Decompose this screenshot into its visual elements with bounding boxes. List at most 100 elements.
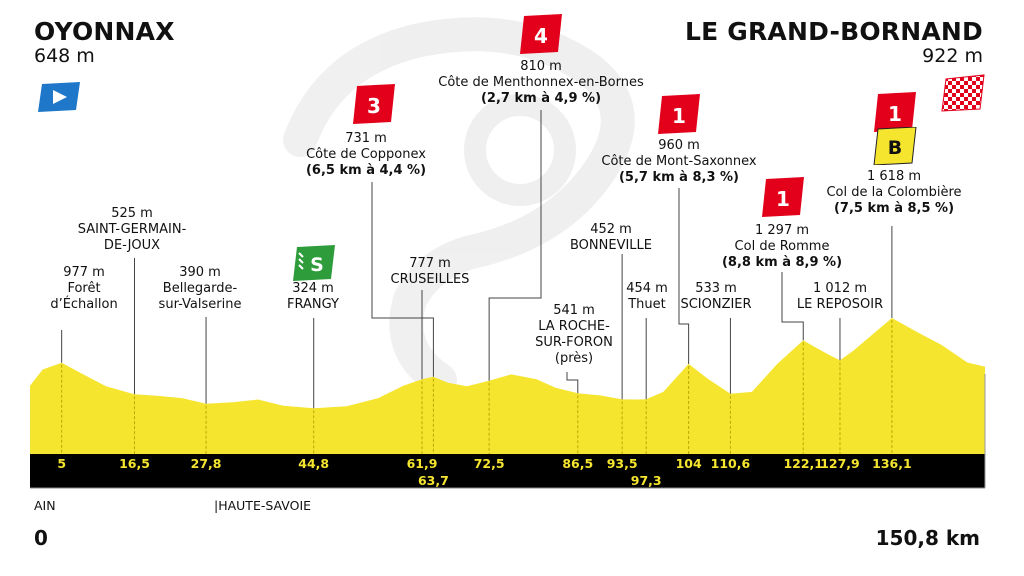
category-1-climb-badge: 1 [874,92,916,132]
place-name: BONNEVILLE [569,238,653,253]
kilometre-labels: 5 16,5 27,8 44,8 61,9 63,7 72,5 86,5 93,5 97,3 104… [57,456,911,488]
place-label-thuet: 454 m Thuet [626,281,668,313]
climb-name: Col de Romme [734,239,830,254]
place-label-foret-echallon: 977 m Forêt d’Échallon [50,265,117,313]
place-altitude: 777 m [409,256,451,271]
kilometre-label: 122,1 [783,456,823,471]
climb-category-label: 1 [776,187,790,211]
kilometre-label: 27,8 [191,456,222,471]
leader-lines [61,110,893,409]
place-altitude: 454 m [626,281,668,296]
place-altitude: 977 m [63,265,105,280]
place-label-la-roche-sur-foron: 541 m LA ROCHE- SUR-FORON (près) [535,303,613,367]
profile-area [30,318,985,454]
bonus-sprint-badge: B [873,127,917,165]
place-name: SAINT-GERMAIN- [77,222,187,237]
place-altitude: 525 m [111,206,153,221]
place-name: DE-JOUX [103,238,161,253]
leader-line [566,372,579,394]
place-name: Forêt [67,281,101,296]
kilometre-label: 61,9 [407,456,438,471]
place-altitude: 452 m [590,222,632,237]
place-label-scionzier: 533 m SCIONZIER [680,281,751,313]
finish-flag-icon [941,74,985,112]
distance-start: 0 [34,526,48,550]
place-altitude: 324 m [292,281,334,296]
climb-name: Côte de Mont-Saxonnex [601,154,757,169]
start-town: OYONNAX [34,17,175,46]
climb-name: Côte de Menthonnex-en-Bornes [438,75,644,90]
place-name: sur-Valserine [158,297,242,312]
start-flag-icon [38,82,80,112]
place-altitude: 390 m [179,265,221,280]
kilometre-label: 127,9 [820,456,860,471]
climb-name: Côte de Copponex [306,147,426,162]
place-label-cruseilles: 777 m CRUSEILLES [391,256,470,288]
place-name: CRUSEILLES [390,272,470,287]
climb-label-copponex: 731 m Côte de Copponex (6,5 km à 4,4 %) [306,131,426,179]
place-name: (près) [554,351,594,366]
place-name: SCIONZIER [680,297,752,312]
place-label-frangy: 324 m FRANGY [287,281,339,313]
place-name: SUR-FORON [535,335,613,350]
place-label-saint-germain: 525 m SAINT-GERMAIN- DE-JOUX [78,206,187,254]
climb-category-label: 1 [672,104,686,128]
kilometre-label: 16,5 [119,456,150,471]
kilometre-label: 104 [676,456,702,471]
climb-category-label: 4 [534,24,548,48]
climb-detail: (8,8 km à 8,9 %) [721,255,843,270]
kilometre-label: 136,1 [872,456,912,471]
leader-line [488,110,542,381]
climb-altitude: 1 297 m [754,223,810,238]
climb-label-romme: 1 297 m Col de Romme (8,8 km à 8,9 %) [722,223,842,271]
place-altitude: 1 012 m [812,281,868,296]
place-name: LE REPOSOIR [796,297,884,312]
category-3-climb-badge: 3 [353,84,395,124]
category-4-climb-badge: 4 [520,14,562,54]
category-1-climb-badge: 1 [762,177,804,217]
place-name: d’Échallon [50,297,118,312]
finish-town: LE GRAND-BORNAND [684,17,983,46]
kilometre-band [30,454,985,488]
intermediate-sprint-badge: S [293,245,335,281]
department-label-haute-savoie: |HAUTE-SAVOIE [214,498,312,513]
bonus-label: B [888,137,902,159]
climb-label-mont-saxonnex: 960 m Côte de Mont-Saxonnex (5,7 km à 8,… [601,138,756,186]
climb-altitude: 731 m [345,131,387,146]
climb-category-label: 3 [367,94,381,118]
climb-altitude: 960 m [658,138,700,153]
category-1-climb-badge: 1 [658,94,700,134]
kilometre-label: 72,5 [474,456,505,471]
leader-line [371,182,434,377]
kilometre-label: 93,5 [607,456,638,471]
climb-label-menthonnex: 810 m Côte de Menthonnex-en-Bornes (2,7 … [438,59,643,107]
sprint-label: S [310,254,324,276]
place-label-bonneville: 452 m BONNEVILLE [570,222,652,254]
place-altitude: 533 m [695,281,737,296]
start-altitude: 648 m [34,45,95,67]
leader-line [781,272,804,341]
climb-category-label: 1 [888,102,902,126]
climb-detail: (7,5 km à 8,5 %) [833,201,955,216]
place-name: Thuet [628,297,666,312]
climb-altitude: 1 618 m [866,169,922,184]
place-name: LA ROCHE- [538,319,610,334]
kilometre-label: 97,3 [631,473,662,488]
kilometre-label: 63,7 [418,473,449,488]
place-label-bellegarde: 390 m Bellegarde- sur-Valserine [159,265,242,313]
climb-altitude: 810 m [520,59,562,74]
kilometre-label: 5 [57,456,66,471]
kilometre-label: 110,6 [711,456,751,471]
climb-detail: (6,5 km à 4,4 %) [305,163,427,178]
kilometre-ticks [61,320,893,454]
climb-detail: (2,7 km à 4,9 %) [480,91,602,106]
climb-detail: (5,7 km à 8,3 %) [618,170,740,185]
department-label-ain: AIN [34,498,56,513]
leader-line [678,188,690,364]
place-altitude: 541 m [553,303,595,318]
climb-label-colombiere: 1 618 m Col de la Colombière (7,5 km à 8… [826,169,961,217]
kilometre-label: 86,5 [562,456,593,471]
distance-total: 150,8 km [875,526,980,550]
tour-de-france-watermark [283,17,635,397]
